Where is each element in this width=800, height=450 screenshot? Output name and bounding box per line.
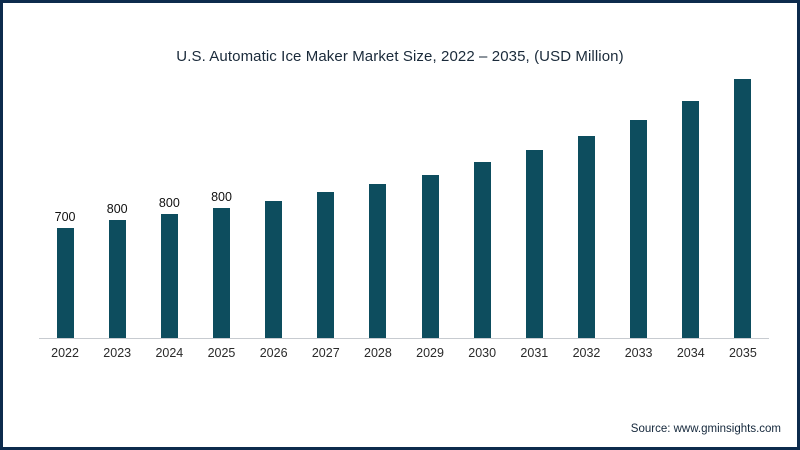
bar-column [300,68,352,338]
bar-value-label: 800 [211,189,232,204]
bar-value-label: 700 [54,210,76,225]
bars-container: 700 800 800 800 [39,68,769,338]
x-axis-tick-label: 2030 [468,346,497,360]
x-axis-tick-label: 2033 [624,346,653,360]
x-axis-tick-label: 2024 [155,346,184,360]
bar-column [665,68,717,338]
bar [734,79,752,338]
bar-column [352,68,404,338]
bar-column [717,68,769,338]
bar [630,119,648,338]
bar-column [248,68,300,338]
bar [212,207,230,338]
x-axis-tick-label: 2034 [676,346,705,360]
x-axis-tick-label: 2028 [364,346,392,360]
bar [369,184,387,338]
bar-column: 800 [195,68,247,338]
x-axis-tick-label: 2023 [103,346,132,360]
x-axis-tick-label: 2029 [416,346,444,360]
x-axis-tick-label: 2025 [207,346,236,360]
bar [525,149,543,338]
bar [473,162,491,338]
bar [108,220,126,338]
x-axis-tick-label: 2027 [311,346,340,360]
x-axis-tick-label: 2026 [259,346,288,360]
chart-title: U.S. Automatic Ice Maker Market Size, 20… [176,48,624,65]
bar [56,228,74,338]
bar [160,214,178,338]
x-axis-tick-label: 2031 [520,346,549,360]
source-text: Source: www.gminsights.com [630,423,781,435]
bar-column: 800 [91,68,143,338]
bar-value-label: 800 [106,202,128,217]
x-axis-tick-label: 2032 [572,346,601,360]
x-axis-labels: 2022 2023 2024 2025 2026 2027 2028 2029 2030 2031… [39,346,769,360]
bar-column [613,68,665,338]
bar-value-label: 800 [158,196,180,210]
bar [265,201,283,338]
bar-column [560,68,612,338]
x-axis-line [39,338,769,339]
bar-column: 700 [39,68,91,338]
bar-column [404,68,456,338]
bar [421,174,439,338]
bar-column: 800 [143,68,195,338]
x-axis-tick-label: 2035 [728,346,757,360]
bar-column [456,68,508,338]
bar [577,135,595,338]
bar-column [508,68,560,338]
bar [317,192,335,338]
bar [682,100,700,338]
x-axis-tick-label: 2022 [51,346,79,360]
